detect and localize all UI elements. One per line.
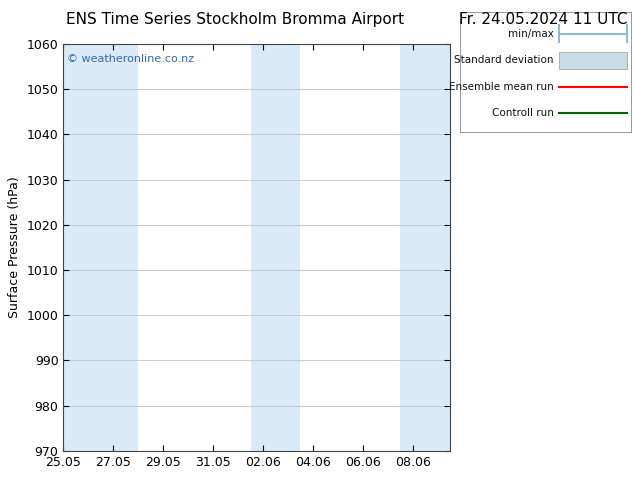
Text: ENS Time Series Stockholm Bromma Airport: ENS Time Series Stockholm Bromma Airport <box>65 12 404 27</box>
Bar <box>250 44 288 451</box>
Bar <box>288 44 301 451</box>
Bar <box>400 44 450 451</box>
Bar <box>113 44 138 451</box>
Text: Standard deviation: Standard deviation <box>455 55 554 65</box>
Bar <box>559 52 628 69</box>
Text: © weatheronline.co.nz: © weatheronline.co.nz <box>67 54 195 64</box>
Bar <box>63 44 113 451</box>
Text: Controll run: Controll run <box>492 108 554 118</box>
Y-axis label: Surface Pressure (hPa): Surface Pressure (hPa) <box>8 176 21 318</box>
Text: min/max: min/max <box>508 29 554 39</box>
Text: Ensemble mean run: Ensemble mean run <box>449 82 554 92</box>
Text: Fr. 24.05.2024 11 UTC: Fr. 24.05.2024 11 UTC <box>459 12 628 27</box>
